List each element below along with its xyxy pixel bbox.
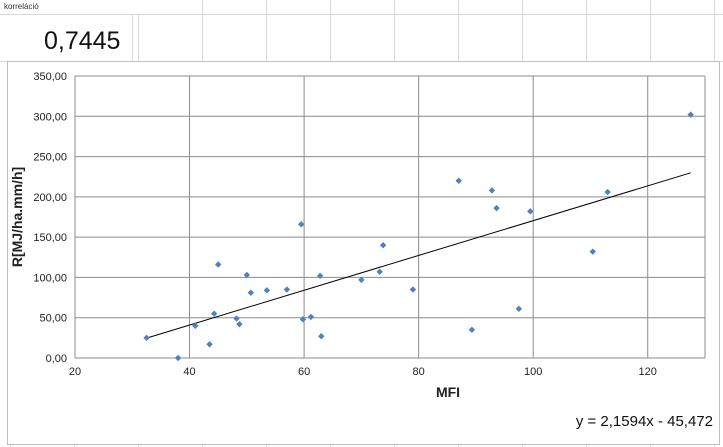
data-point bbox=[488, 187, 496, 194]
data-point bbox=[299, 316, 307, 323]
data-point bbox=[527, 208, 534, 215]
x-axis-title: MFI bbox=[436, 384, 460, 400]
data-point bbox=[283, 286, 291, 293]
data-point bbox=[515, 305, 523, 313]
data-point bbox=[376, 268, 383, 275]
korrelacio-label-cell[interactable]: korreláció bbox=[0, 0, 144, 14]
korrelacio-value: 0,7445 bbox=[44, 27, 121, 55]
data-point bbox=[206, 341, 213, 348]
data-point bbox=[604, 188, 611, 196]
scatter-chart: 0,00 50,00 100,00 150,00 200,00 250,00 300,00 3… bbox=[9, 71, 713, 430]
korrelacio-value-cell[interactable] bbox=[0, 15, 133, 61]
y-tick-label: 150,00 bbox=[33, 232, 67, 244]
data-point bbox=[318, 333, 325, 340]
y-tick-label: 200,00 bbox=[33, 192, 67, 204]
y-tick-label: 300,00 bbox=[33, 111, 67, 123]
x-tick-label: 80 bbox=[413, 366, 425, 378]
korrelacio-label: korreláció bbox=[4, 2, 39, 11]
data-point bbox=[247, 289, 255, 296]
y-tick-label: 0,00 bbox=[46, 353, 67, 365]
data-point bbox=[210, 310, 218, 317]
y-tick-label: 50,00 bbox=[39, 313, 67, 325]
data-point bbox=[243, 271, 251, 279]
row-divider bbox=[0, 14, 723, 15]
data-point bbox=[493, 204, 500, 212]
data-point bbox=[316, 272, 324, 280]
data-point bbox=[455, 177, 462, 184]
data-point bbox=[263, 287, 271, 294]
data-point bbox=[236, 320, 243, 328]
y-tick-label: 350,00 bbox=[33, 71, 67, 83]
x-tick-label: 100 bbox=[524, 366, 542, 378]
y-axis-title: R[MJ/ha.mm/h] bbox=[9, 167, 25, 267]
data-point bbox=[379, 242, 387, 249]
x-tick-label: 20 bbox=[69, 366, 81, 378]
y-tick-label: 250,00 bbox=[33, 152, 67, 164]
data-point bbox=[307, 313, 315, 321]
data-point bbox=[143, 334, 150, 342]
trendline-equation: y = 2,1594x - 45,472 bbox=[576, 413, 713, 430]
data-point bbox=[298, 221, 305, 228]
trendline bbox=[146, 172, 691, 339]
data-point bbox=[214, 261, 222, 268]
data-point bbox=[589, 248, 596, 255]
data-point bbox=[409, 286, 417, 293]
data-point bbox=[358, 276, 365, 284]
chart-area[interactable]: 0,00 50,00 100,00 150,00 200,00 250,00 300,00 3… bbox=[7, 61, 720, 445]
data-point bbox=[233, 315, 240, 322]
y-tick-label: 100,00 bbox=[33, 272, 67, 284]
data-point bbox=[174, 354, 182, 362]
x-tick-label: 60 bbox=[298, 366, 310, 378]
data-point bbox=[468, 326, 476, 333]
x-tick-label: 40 bbox=[183, 366, 195, 378]
data-point bbox=[687, 111, 694, 118]
data-point bbox=[192, 322, 199, 329]
x-tick-label: 120 bbox=[639, 366, 657, 378]
